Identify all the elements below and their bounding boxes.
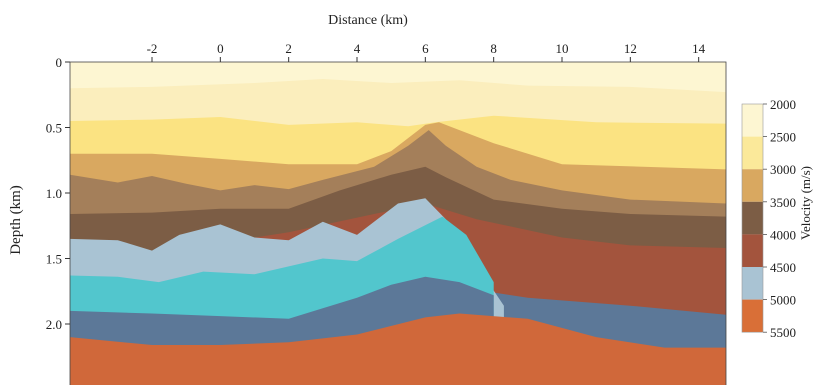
plot-frame <box>69 61 727 385</box>
colorbar-tick-label: 4000 <box>770 227 796 242</box>
x-tick-label: -2 <box>147 41 158 56</box>
x-axis-label: Distance (km) <box>328 13 408 28</box>
x-tick-label: 8 <box>490 41 497 56</box>
colorbar-tick-label: 3000 <box>770 162 796 177</box>
y-tick-label: 2.0 <box>46 317 62 332</box>
colorbar-swatch <box>742 267 763 300</box>
y-tick-label: 0.5 <box>46 121 62 136</box>
y-tick-label: 2.5 <box>46 383 62 385</box>
y-tick-label: 0 <box>56 55 63 70</box>
colorbar-swatch <box>742 234 763 267</box>
x-tick-label: 0 <box>217 41 224 56</box>
colorbar-swatch <box>742 299 763 333</box>
x-axis: -2 0 2 4 6 8 10 12 14 <box>147 41 706 62</box>
colorbar-swatch <box>742 169 763 202</box>
colorbar-swatch <box>742 201 763 235</box>
colorbar-tick-label: 5000 <box>770 293 796 308</box>
velocity-layer-11 <box>70 313 726 385</box>
colorbar-tick-label: 2000 <box>770 97 796 112</box>
velocity-layers <box>70 62 726 385</box>
colorbar-tick-label: 4500 <box>770 260 796 275</box>
colorbar: 2000 2500 3000 3500 4000 4500 5000 5500 <box>741 97 796 340</box>
y-tick-label: 1.0 <box>46 186 62 201</box>
x-tick-label: 2 <box>285 41 292 56</box>
colorbar-label: Velocity (m/s) <box>798 166 813 240</box>
y-axis: 0 0.5 1.0 1.5 2.0 2.5 <box>46 55 70 385</box>
y-axis-label: Depth (km) <box>8 185 24 255</box>
x-tick-label: 10 <box>556 41 569 56</box>
colorbar-tick-label: 5500 <box>770 325 796 340</box>
y-tick-label: 1.5 <box>46 252 62 267</box>
colorbar-tick-label: 3500 <box>770 195 796 210</box>
colorbar-tick-label: 2500 <box>770 130 796 145</box>
x-tick-label: 14 <box>692 41 706 56</box>
x-tick-label: 12 <box>624 41 637 56</box>
colorbar-swatch <box>742 104 763 137</box>
colorbar-outline <box>741 103 764 333</box>
x-tick-label: 4 <box>354 41 361 56</box>
colorbar-swatch <box>742 136 763 170</box>
x-tick-label: 6 <box>422 41 429 56</box>
